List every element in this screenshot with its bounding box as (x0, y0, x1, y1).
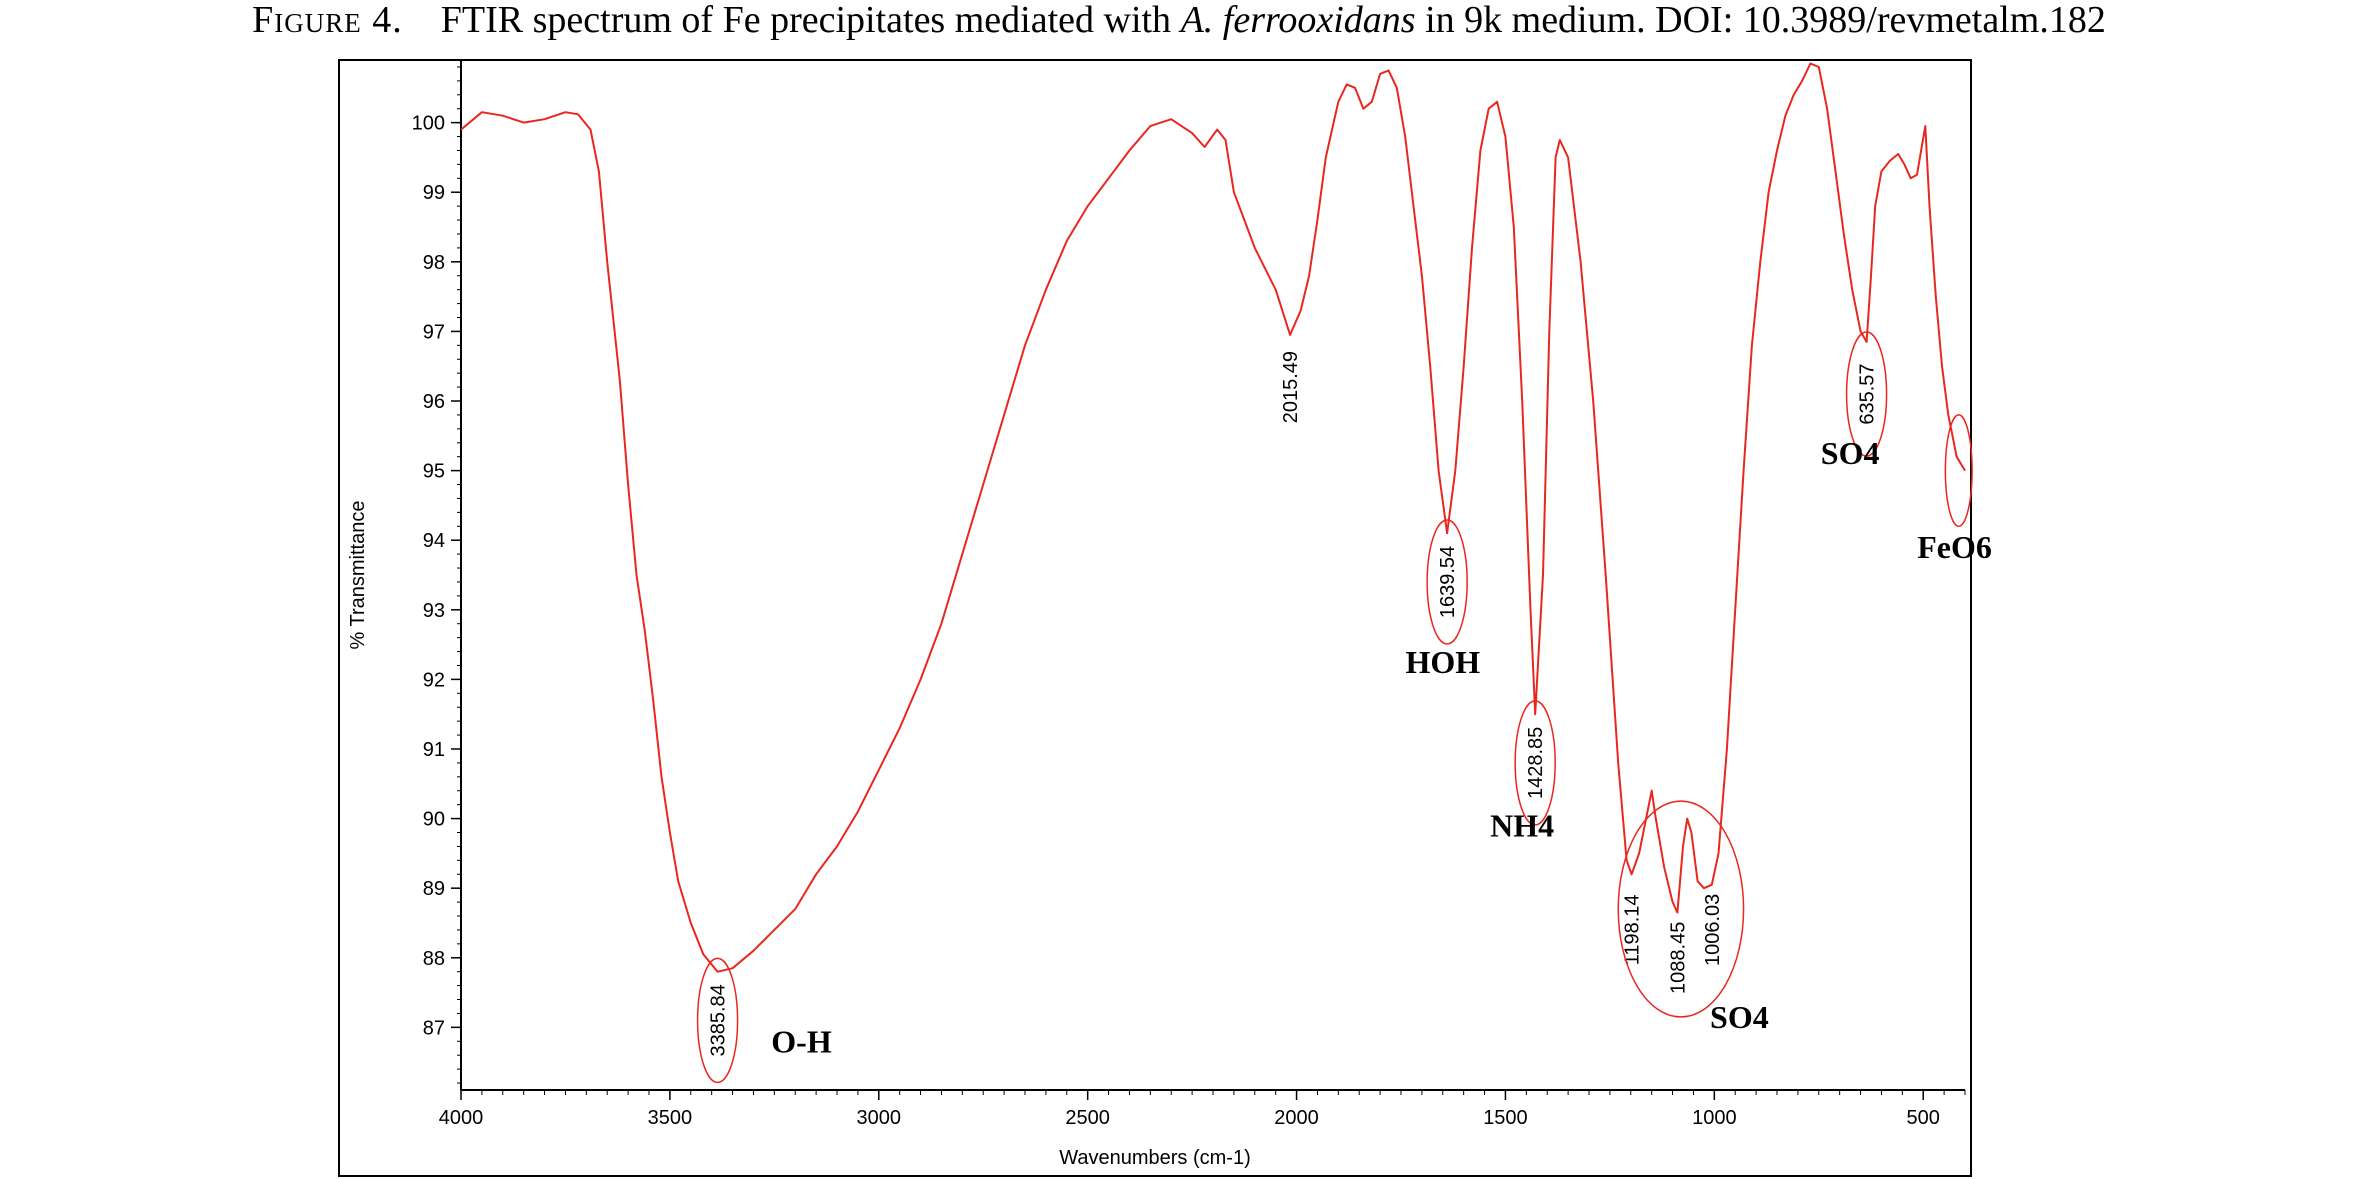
chart-frame (338, 59, 1972, 1177)
y-tick-label: 97 (423, 321, 445, 343)
y-tick-label: 99 (423, 182, 445, 204)
x-axis-label: Wavenumbers (cm-1) (1059, 1147, 1251, 1169)
y-tick-label: 98 (423, 252, 445, 274)
y-tick-label: 89 (423, 878, 445, 900)
peak-label: 635.57 (1857, 364, 1879, 425)
caption-species: A. ferrooxidans (1180, 0, 1416, 41)
peak-label: 1428.85 (1525, 727, 1547, 799)
x-tick-label: 2500 (1065, 1107, 1110, 1129)
group-ellipse (1617, 800, 1745, 1018)
axes: 87 88 89 90 91 92 93 94 95 96 97 98 99 100 4000 3500 300… (412, 60, 1966, 1129)
band-annotation: FeO6 (1917, 529, 1992, 565)
peak-label: 1198.14 (1622, 894, 1644, 965)
y-tick-label: 90 (423, 809, 445, 831)
y-tick-label: 87 (423, 1017, 445, 1039)
band-annotation: SO4 (1710, 999, 1769, 1035)
band-annotation: HOH (1405, 644, 1480, 680)
band-annotation: SO4 (1821, 435, 1880, 471)
y-tick-label: 93 (423, 600, 445, 622)
x-tick-label: 500 (1907, 1107, 1940, 1129)
band-annotation: NH4 (1490, 808, 1554, 844)
x-tick-label: 1500 (1483, 1107, 1528, 1129)
y-axis-label: % Transmittance (347, 501, 369, 650)
peak-label: 1006.03 (1702, 894, 1724, 966)
x-tick-label: 4000 (439, 1107, 484, 1129)
peak-ellipse (1514, 700, 1556, 826)
caption-text-after: in 9k medium. DOI: 10.3989/revmetalm.182 (1415, 0, 2106, 41)
peak-label: 1639.54 (1437, 546, 1459, 618)
peak-label: 2015.49 (1280, 351, 1302, 423)
y-tick-label: 94 (423, 530, 445, 552)
y-tick-label: 88 (423, 948, 445, 970)
peak-label: 1088.45 (1667, 922, 1689, 994)
x-tick-label: 3000 (857, 1107, 902, 1129)
peak-ellipse (1426, 519, 1468, 645)
x-tick-label: 3500 (648, 1107, 693, 1129)
peak-ellipse (696, 957, 739, 1084)
y-tick-label: 92 (423, 669, 445, 691)
band-annotation: O-H (771, 1023, 832, 1059)
figure-caption: Figure 4. FTIR spectrum of Fe precipitat… (0, 0, 2358, 40)
peak-label: 3385.84 (708, 984, 730, 1056)
y-tick-label: 95 (423, 461, 445, 483)
y-tick-label: 96 (423, 391, 445, 413)
group-ellipse (1944, 414, 1973, 528)
spectrum-line (460, 62, 1966, 973)
plot-area: 3385.84 2015.49 1639.54 1428.85 1198.14 1088.… (460, 62, 1992, 1084)
caption-text-before: FTIR spectrum of Fe precipitates mediate… (440, 0, 1181, 41)
y-tick-label: 100 (412, 113, 445, 135)
figure-label: Figure 4. (252, 0, 403, 41)
y-tick-label: 91 (423, 739, 445, 761)
peak-ellipse (1845, 331, 1888, 457)
x-tick-label: 2000 (1274, 1107, 1319, 1129)
x-tick-label: 1000 (1692, 1107, 1737, 1129)
